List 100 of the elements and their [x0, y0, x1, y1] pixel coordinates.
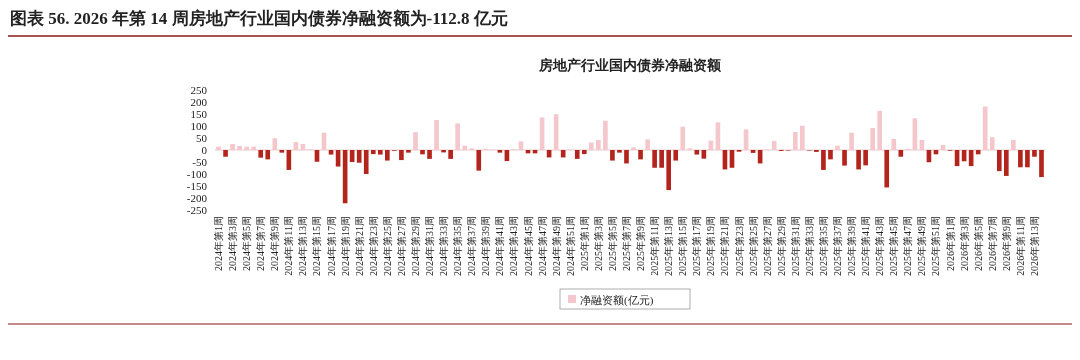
bar — [645, 139, 650, 150]
y-tick-label: 50 — [196, 132, 208, 144]
x-tick-label: 2025年第7周 — [620, 216, 632, 271]
bar — [279, 150, 285, 153]
plot: -250 -200 -150 -100 -50 0 50 100 150 200 250 2024年第1周 2024年第3周 2024年第5周 2024年第7周 2024年第9周 2024年第11周 2024年第13周 2024年第15周 2024年第17周 2024年第19周 2024年第21周 2024年第23周 2024年第25周 2024年第27周 2024年第29周 2024年第31周 2024年第33周 2024年第35周 2024年第37周 2024年第39周 2024年第41周 2024年第43周 2024年第45周 2024年第47周 2024年第49周 2024年第51周 2025年第1周 2025年第3周 2025年第5周 2025年第7周 2025年第9周 2025年第11周 2025年第13周 2025年第15周 2025年第17周 2025年第19周 2025年第21周 2025年第23周 2025年第25周 2025年第27周 2025年第29周 2025年第31周 2025年第33周 2025年第35周 2025年第37周 2025年第39周 2025年第41周 2025年第43周 2025年第45周 2025年第47周 2025年第49周 2025年第51周 2026年第1周 2026年第3周 2026年第5周 2026年第7周 2026年第9周 2026年第11周 2026年第13周 — [186, 84, 1046, 276]
y-tick-label: 150 — [190, 108, 208, 120]
bar — [265, 150, 271, 160]
x-tick-label: 2024年第19周 — [339, 216, 351, 276]
bar — [1018, 150, 1023, 168]
y-tick-label: 0 — [201, 144, 208, 156]
bar — [673, 150, 679, 161]
x-tick-label: 2025年第17周 — [691, 216, 703, 276]
x-tick-label: 2026年第7周 — [986, 216, 998, 271]
x-tick-label: 2025年第21周 — [719, 216, 731, 276]
y-tick-label: 250 — [190, 84, 208, 96]
x-tick-label: 2025年第29周 — [775, 216, 787, 276]
x-tick-label: 2024年第17周 — [325, 216, 337, 276]
bar — [497, 150, 503, 153]
x-tick-label: 2024年第27周 — [395, 216, 407, 276]
bar — [230, 144, 235, 150]
bar — [223, 150, 228, 157]
x-tick-label: 2025年第13周 — [663, 216, 675, 276]
x-tick-label: 2025年第5周 — [606, 216, 618, 271]
x-tick-label: 2025年第15周 — [677, 216, 689, 276]
x-tick-label: 2025年第49周 — [916, 216, 928, 276]
bar — [1003, 150, 1009, 176]
x-tick-label: 2024年第21周 — [353, 216, 365, 276]
x-tick-label: 2025年第25周 — [747, 216, 759, 276]
x-tick-label: 2024年第15周 — [311, 216, 323, 276]
bar — [448, 150, 453, 159]
bar — [258, 150, 264, 158]
x-tick-label: 2025年第35周 — [817, 216, 829, 276]
x-tick-label: 2024年第25周 — [381, 216, 393, 276]
bar — [849, 132, 854, 150]
bar — [989, 137, 995, 150]
bar — [996, 150, 1002, 172]
bar — [356, 150, 362, 163]
bar — [821, 150, 826, 170]
chart-title: 图表 56. 2026 年第 14 周房地产行业国内债券净融资额为-112.8 亿元 — [10, 9, 508, 28]
x-tick-label: 2026年第11周 — [1014, 216, 1026, 276]
x-tick-label: 2025年第11周 — [649, 216, 661, 276]
bar — [652, 150, 657, 168]
bar — [701, 150, 707, 159]
bar — [581, 150, 587, 155]
bar — [216, 146, 221, 150]
x-tick-label: 2024年第13周 — [297, 216, 309, 276]
x-tick-label: 2025年第3周 — [592, 216, 604, 271]
y-tick-label: -100 — [186, 168, 208, 180]
bar — [603, 120, 608, 150]
bar — [237, 145, 242, 150]
bar — [982, 106, 988, 150]
x-tick-label: 2024年第33周 — [438, 216, 450, 276]
bar — [413, 132, 418, 150]
x-tick-label: 2024年第47周 — [536, 216, 548, 276]
x-tick-label: 2025年第19周 — [705, 216, 717, 276]
x-tick-label: 2024年第51周 — [564, 216, 576, 276]
x-tick-label: 2024年第45周 — [522, 216, 534, 276]
x-tick-label: 2024年第31周 — [424, 216, 436, 276]
x-tick-label: 2026年第13周 — [1028, 216, 1040, 276]
bar — [441, 150, 446, 153]
x-tick-label: 2025年第31周 — [789, 216, 801, 276]
bar — [434, 120, 439, 150]
x-tick-label: 2024年第35周 — [452, 216, 464, 276]
bar — [244, 146, 249, 150]
bar — [596, 139, 601, 150]
x-tick-label: 2025年第41周 — [860, 216, 872, 276]
bar — [863, 150, 868, 166]
bar — [638, 150, 643, 160]
bar — [842, 150, 847, 166]
x-tick-label: 2024年第37周 — [466, 216, 478, 276]
chart-subtitle: 房地产行业国内债券净融资额 — [538, 57, 722, 73]
x-tick-label: 2025年第45周 — [888, 216, 900, 276]
x-tick-label: 2025年第47周 — [902, 216, 914, 276]
bar — [631, 147, 636, 150]
bar — [420, 150, 425, 155]
x-tick-label: 2025年第51周 — [930, 216, 942, 276]
x-tick-label: 2024年第41周 — [494, 216, 506, 276]
bar — [891, 138, 897, 150]
x-tick-label: 2024年第1周 — [213, 216, 225, 271]
bar — [856, 150, 861, 170]
x-tick-label: 2025年第39周 — [846, 216, 858, 276]
bar — [898, 150, 904, 157]
bar — [406, 150, 411, 153]
y-tick-label: -250 — [186, 204, 208, 216]
bar — [272, 138, 278, 150]
bar — [835, 145, 840, 150]
bar — [659, 150, 664, 168]
y-tick-label: 200 — [190, 96, 208, 108]
bar — [1025, 150, 1030, 168]
bar — [377, 150, 383, 155]
bar — [399, 150, 404, 161]
x-tick-label: 2024年第29周 — [409, 216, 421, 276]
x-tick-label: 2024年第5周 — [241, 216, 253, 271]
bar — [617, 150, 622, 153]
bar — [884, 150, 890, 188]
bar — [610, 150, 615, 161]
x-tick-label: 2024年第23周 — [367, 216, 379, 276]
x-tick-label: 2024年第11周 — [283, 216, 295, 276]
bar — [1032, 150, 1037, 157]
x-tick-label: 2025年第1周 — [578, 216, 590, 271]
